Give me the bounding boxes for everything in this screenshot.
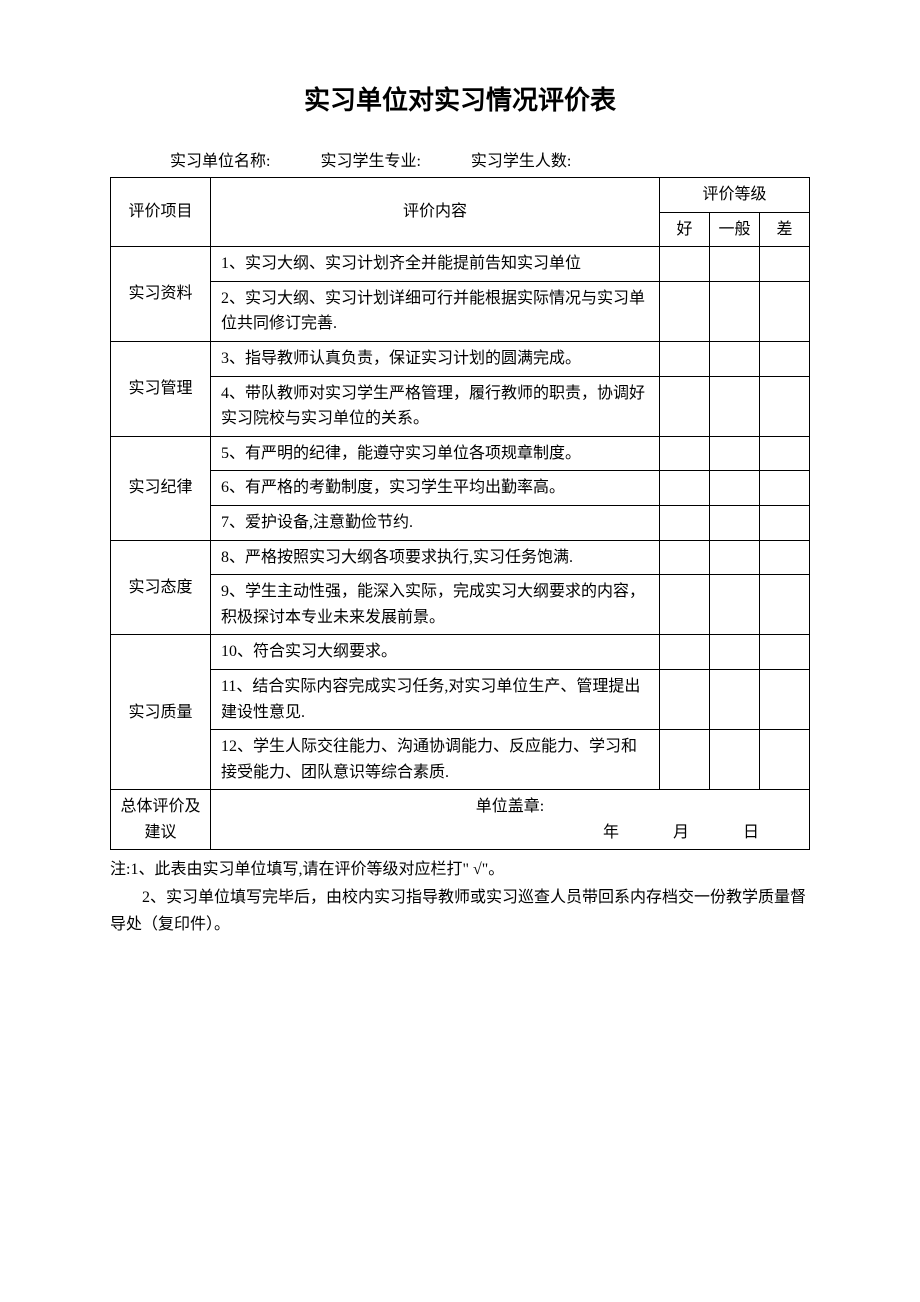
table-row: 实习纪律 5、有严明的纪律，能遵守实习单位各项规章制度。 xyxy=(111,436,810,471)
rating-cell-good[interactable] xyxy=(660,730,710,790)
page-title: 实习单位对实习情况评价表 xyxy=(110,80,810,117)
table-row: 7、爱护设备,注意勤俭节约. xyxy=(111,505,810,540)
rating-cell-normal[interactable] xyxy=(710,436,760,471)
content-cell: 8、严格按照实习大纲各项要求执行,实习任务饱满. xyxy=(211,540,660,575)
table-row: 4、带队教师对实习学生严格管理，履行教师的职责，协调好实习院校与实习单位的关系。 xyxy=(111,376,810,436)
date-day: 日 xyxy=(743,824,759,841)
rating-cell-poor[interactable] xyxy=(760,635,810,670)
rating-cell-normal[interactable] xyxy=(710,575,760,635)
rating-cell-poor[interactable] xyxy=(760,505,810,540)
stamp-cell: 单位盖章: 年 月 日 xyxy=(211,790,810,850)
table-row: 11、结合实际内容完成实习任务,对实习单位生产、管理提出建设性意见. xyxy=(111,669,810,729)
note-1: 注:1、此表由实习单位填写,请在评价等级对应栏打" √"。 xyxy=(110,856,810,883)
summary-row: 总体评价及建议 单位盖章: 年 月 日 xyxy=(111,790,810,850)
category-cell: 实习质量 xyxy=(111,635,211,790)
category-cell: 实习纪律 xyxy=(111,436,211,540)
rating-cell-poor[interactable] xyxy=(760,575,810,635)
rating-cell-poor[interactable] xyxy=(760,281,810,341)
table-row: 实习管理 3、指导教师认真负责，保证实习计划的圆满完成。 xyxy=(111,341,810,376)
table-row: 实习资料 1、实习大纲、实习计划齐全并能提前告知实习单位 xyxy=(111,247,810,282)
table-row: 实习质量 10、符合实习大纲要求。 xyxy=(111,635,810,670)
stamp-label: 单位盖章: xyxy=(221,794,799,820)
note-2: 2、实习单位填写完毕后，由校内实习指导教师或实习巡查人员带回系内存档交一份教学质… xyxy=(110,884,810,938)
rating-cell-normal[interactable] xyxy=(710,730,760,790)
category-cell: 实习管理 xyxy=(111,341,211,436)
rating-cell-good[interactable] xyxy=(660,505,710,540)
content-cell: 1、实习大纲、实习计划齐全并能提前告知实习单位 xyxy=(211,247,660,282)
rating-cell-normal[interactable] xyxy=(710,540,760,575)
rating-cell-good[interactable] xyxy=(660,341,710,376)
rating-cell-good[interactable] xyxy=(660,281,710,341)
rating-cell-poor[interactable] xyxy=(760,669,810,729)
col-header-content: 评价内容 xyxy=(211,178,660,247)
content-cell: 10、符合实习大纲要求。 xyxy=(211,635,660,670)
student-count-label: 实习学生人数: xyxy=(471,147,571,171)
notes-section: 注:1、此表由实习单位填写,请在评价等级对应栏打" √"。 2、实习单位填写完毕… xyxy=(110,856,810,938)
unit-name-label: 实习单位名称: xyxy=(170,147,270,171)
rating-cell-normal[interactable] xyxy=(710,281,760,341)
content-cell: 12、学生人际交往能力、沟通协调能力、反应能力、学习和接受能力、团队意识等综合素… xyxy=(211,730,660,790)
rating-cell-good[interactable] xyxy=(660,669,710,729)
rating-cell-normal[interactable] xyxy=(710,247,760,282)
rating-cell-good[interactable] xyxy=(660,376,710,436)
rating-cell-normal[interactable] xyxy=(710,505,760,540)
rating-cell-normal[interactable] xyxy=(710,635,760,670)
rating-cell-good[interactable] xyxy=(660,247,710,282)
rating-cell-good[interactable] xyxy=(660,471,710,506)
category-cell: 实习态度 xyxy=(111,540,211,635)
table-row: 12、学生人际交往能力、沟通协调能力、反应能力、学习和接受能力、团队意识等综合素… xyxy=(111,730,810,790)
rating-cell-good[interactable] xyxy=(660,635,710,670)
student-major-label: 实习学生专业: xyxy=(320,147,420,171)
rating-cell-normal[interactable] xyxy=(710,341,760,376)
content-cell: 5、有严明的纪律，能遵守实习单位各项规章制度。 xyxy=(211,436,660,471)
rating-cell-poor[interactable] xyxy=(760,247,810,282)
rating-cell-normal[interactable] xyxy=(710,471,760,506)
content-cell: 11、结合实际内容完成实习任务,对实习单位生产、管理提出建设性意见. xyxy=(211,669,660,729)
category-cell: 实习资料 xyxy=(111,247,211,342)
table-row: 9、学生主动性强，能深入实际，完成实习大纲要求的内容，积极探讨本专业未来发展前景… xyxy=(111,575,810,635)
rating-cell-good[interactable] xyxy=(660,436,710,471)
rating-cell-poor[interactable] xyxy=(760,471,810,506)
rating-good-header: 好 xyxy=(660,212,710,247)
table-row: 6、有严格的考勤制度，实习学生平均出勤率高。 xyxy=(111,471,810,506)
rating-cell-normal[interactable] xyxy=(710,669,760,729)
rating-cell-poor[interactable] xyxy=(760,341,810,376)
rating-cell-normal[interactable] xyxy=(710,376,760,436)
content-cell: 4、带队教师对实习学生严格管理，履行教师的职责，协调好实习院校与实习单位的关系。 xyxy=(211,376,660,436)
content-cell: 2、实习大纲、实习计划详细可行并能根据实际情况与实习单位共同修订完善. xyxy=(211,281,660,341)
rating-poor-header: 差 xyxy=(760,212,810,247)
rating-cell-good[interactable] xyxy=(660,575,710,635)
date-year: 年 xyxy=(603,824,619,841)
table-row: 2、实习大纲、实习计划详细可行并能根据实际情况与实习单位共同修订完善. xyxy=(111,281,810,341)
content-cell: 3、指导教师认真负责，保证实习计划的圆满完成。 xyxy=(211,341,660,376)
rating-cell-poor[interactable] xyxy=(760,376,810,436)
rating-normal-header: 一般 xyxy=(710,212,760,247)
date-line: 年 月 日 xyxy=(221,820,799,846)
table-row: 实习态度 8、严格按照实习大纲各项要求执行,实习任务饱满. xyxy=(111,540,810,575)
rating-cell-good[interactable] xyxy=(660,540,710,575)
content-cell: 9、学生主动性强，能深入实际，完成实习大纲要求的内容，积极探讨本专业未来发展前景… xyxy=(211,575,660,635)
content-cell: 6、有严格的考勤制度，实习学生平均出勤率高。 xyxy=(211,471,660,506)
content-cell: 7、爱护设备,注意勤俭节约. xyxy=(211,505,660,540)
date-month: 月 xyxy=(673,824,689,841)
evaluation-table: 评价项目 评价内容 评价等级 好 一般 差 实习资料 1、实习大纲、实习计划齐全… xyxy=(110,177,810,850)
summary-label: 总体评价及建议 xyxy=(111,790,211,850)
col-header-category: 评价项目 xyxy=(111,178,211,247)
rating-cell-poor[interactable] xyxy=(760,436,810,471)
rating-cell-poor[interactable] xyxy=(760,730,810,790)
rating-cell-poor[interactable] xyxy=(760,540,810,575)
form-header-line: 实习单位名称: 实习学生专业: 实习学生人数: xyxy=(110,147,810,171)
col-header-rating: 评价等级 xyxy=(660,178,810,213)
